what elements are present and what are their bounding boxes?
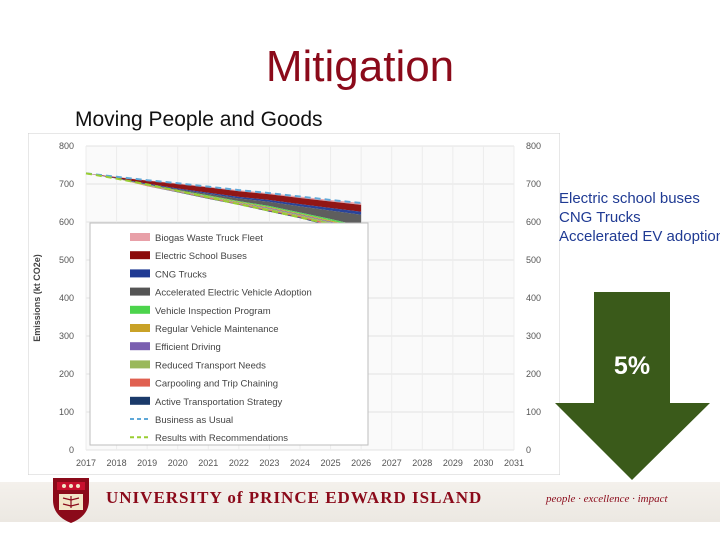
- series-area-1: [86, 173, 362, 212]
- y-axis-label: Emissions (kt CO2e): [32, 254, 42, 342]
- legend-label: Efficient Driving: [155, 342, 221, 353]
- y-tick-label-left: 700: [59, 179, 74, 189]
- x-tick-label: 2023: [259, 458, 279, 468]
- y-tick-label-right: 800: [526, 141, 541, 151]
- x-tick-label: 2031: [504, 458, 524, 468]
- legend-swatch: [130, 305, 150, 314]
- slide-subtitle: Moving People and Goods: [75, 108, 323, 131]
- legend-swatch: [130, 396, 150, 405]
- legend-label: Carpooling and Trip Chaining: [155, 379, 278, 390]
- x-tick-label: 2019: [137, 458, 157, 468]
- legend-swatch: [130, 342, 150, 351]
- x-tick-label: 2022: [229, 458, 249, 468]
- x-tick-label: 2026: [351, 458, 371, 468]
- x-tick-label: 2025: [321, 458, 341, 468]
- x-tick-label: 2020: [168, 458, 188, 468]
- legend-swatch: [130, 251, 150, 260]
- footer-band: [0, 482, 720, 522]
- tagline: people · excellence · impact: [546, 493, 668, 505]
- side-note-cng-trucks: CNG Trucks: [559, 209, 641, 226]
- legend-label: Regular Vehicle Maintenance: [155, 324, 279, 335]
- down-arrow-icon: [555, 292, 710, 480]
- legend-swatch: [130, 324, 150, 332]
- x-tick-label: 2021: [198, 458, 218, 468]
- reduction-arrow: [555, 292, 710, 480]
- x-tick-label: 2017: [76, 458, 96, 468]
- x-tick-label: 2028: [412, 458, 432, 468]
- emissions-chart: 0 0 100 100 200 200 300 300 400 400 500 500 600 600 70…: [27, 132, 561, 476]
- emissions-chart-svg: 0 0 100 100 200 200 300 300 400 400 500 500 600 600 70…: [27, 132, 561, 476]
- side-notes: Electric school buses CNG Trucks Acceler…: [559, 189, 720, 246]
- y-tick-label-left: 300: [59, 331, 74, 341]
- legend-swatch: [130, 269, 150, 278]
- y-tick-label-left: 600: [59, 217, 74, 227]
- legend-label: Biogas Waste Truck Fleet: [155, 233, 263, 244]
- y-tick-label-left: 100: [59, 407, 74, 417]
- side-note-accelerated-ev: Accelerated EV adoption: [559, 228, 720, 245]
- y-tick-label-right: 300: [526, 331, 541, 341]
- y-tick-label-right: 400: [526, 293, 541, 303]
- legend-label: CNG Trucks: [155, 269, 207, 280]
- legend-label: Results with Recommendations: [155, 433, 288, 444]
- series-area-0: [86, 173, 362, 205]
- legend-label: Vehicle Inspection Program: [155, 306, 271, 317]
- slide-title: Mitigation: [265, 42, 455, 91]
- legend-label: Active Transportation Strategy: [155, 397, 283, 408]
- x-tick-label: 2027: [382, 458, 402, 468]
- upei-crest-icon: [53, 478, 89, 523]
- legend-swatch: [130, 233, 150, 241]
- y-tick-label-right: 500: [526, 255, 541, 265]
- y-tick-label-left: 0: [69, 445, 74, 455]
- legend-box: [89, 222, 369, 446]
- y-tick-label-right: 0: [526, 445, 531, 455]
- y-tick-label-left: 200: [59, 369, 74, 379]
- university-name: UNIVERSITY of PRINCE EDWARD ISLAND: [106, 488, 483, 507]
- series-area-2: [86, 173, 362, 215]
- legend-swatch: [130, 378, 150, 387]
- legend-label: Accelerated Electric Vehicle Adoption: [155, 288, 312, 299]
- x-tick-label: 2029: [443, 458, 463, 468]
- legend-swatch: [130, 360, 150, 369]
- legend-label: Electric School Buses: [155, 251, 247, 262]
- y-tick-label-right: 700: [526, 179, 541, 189]
- legend-swatch: [130, 287, 150, 296]
- legend-label: Reduced Transport Needs: [155, 360, 266, 371]
- y-tick-label-right: 600: [526, 217, 541, 227]
- reduction-percent: 5%: [613, 352, 651, 380]
- y-tick-label-left: 400: [59, 293, 74, 303]
- x-tick-label: 2018: [107, 458, 127, 468]
- x-tick-label: 2024: [290, 458, 310, 468]
- x-tick-label: 2030: [473, 458, 493, 468]
- results-with-recommendations-line: [85, 172, 362, 232]
- side-note-electric-school-buses: Electric school buses: [559, 190, 700, 207]
- legend-label: Business as Usual: [155, 415, 233, 426]
- y-tick-label-left: 500: [59, 255, 74, 265]
- y-tick-label-right: 100: [526, 407, 541, 417]
- business-as-usual-line: [85, 172, 362, 204]
- y-tick-label-left: 800: [59, 141, 74, 151]
- y-tick-label-right: 200: [526, 369, 541, 379]
